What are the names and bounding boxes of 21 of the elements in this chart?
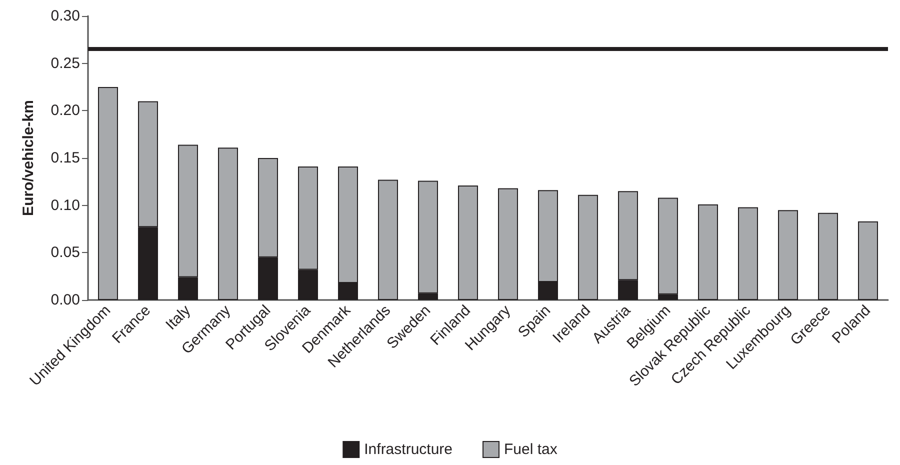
y-tick-label: 0.05 [50,244,80,262]
bar [498,188,518,300]
y-axis-title: Euro/vehicle-km [20,100,37,216]
legend-label: Infrastructure [364,441,453,458]
bar [578,194,598,300]
y-tick-label: 0.20 [50,102,80,120]
bar [738,207,758,300]
bar [698,204,718,300]
bar [858,221,878,300]
bar [458,185,478,300]
bar [218,148,238,300]
bar [378,180,398,300]
legend-label: Fuel tax [504,441,558,458]
y-tick-label: 0.15 [50,150,80,166]
y-tick-label: 0.30 [50,8,80,24]
y-tick-label: 0.00 [50,292,80,308]
bar [818,212,838,300]
y-tick-label: 0.25 [50,54,80,72]
bar [778,210,798,300]
y-tick-label: 0.10 [50,196,80,214]
bar [98,87,118,300]
